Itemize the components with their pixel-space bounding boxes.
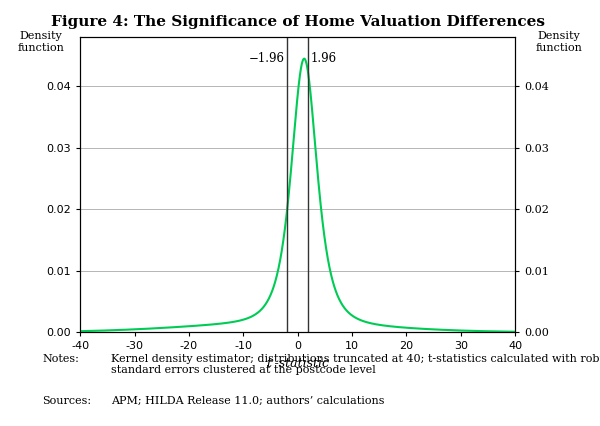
Title: Figure 4: The Significance of Home Valuation Differences: Figure 4: The Significance of Home Valua… <box>50 15 545 29</box>
X-axis label: t -statistic: t -statistic <box>266 357 329 370</box>
Text: Kernel density estimator; distributions truncated at 40; t-statistics calculated: Kernel density estimator; distributions … <box>111 354 600 375</box>
Text: −1.96: −1.96 <box>248 52 284 65</box>
Text: 1.96: 1.96 <box>311 52 337 65</box>
Text: Notes:: Notes: <box>42 354 79 363</box>
Text: Sources:: Sources: <box>42 396 91 406</box>
Text: APM; HILDA Release 11.0; authors’ calculations: APM; HILDA Release 11.0; authors’ calcul… <box>111 396 385 406</box>
Y-axis label: Density
function: Density function <box>535 31 582 53</box>
Y-axis label: Density
function: Density function <box>18 31 65 53</box>
